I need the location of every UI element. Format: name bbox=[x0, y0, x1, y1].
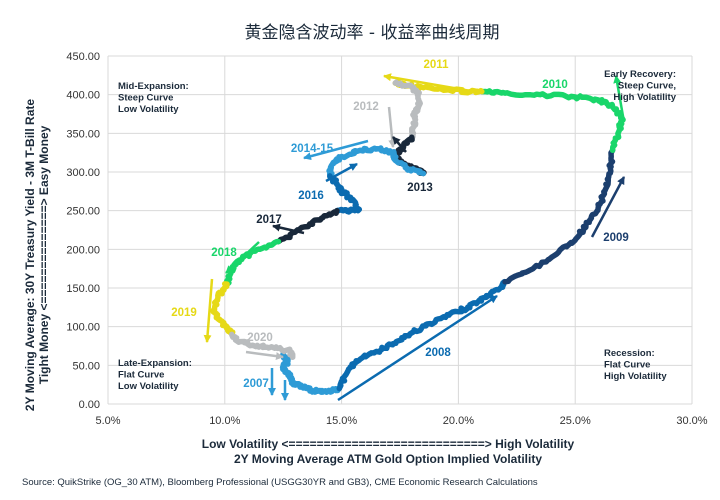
year-label-2014-15: 2014-15 bbox=[291, 143, 334, 155]
x-axis-ticks: 5.0% 10.0% 15.0% 20.0% 25.0% 30.0% bbox=[95, 415, 707, 427]
arrow-2018 bbox=[225, 241, 260, 274]
series-line-2019 bbox=[210, 281, 236, 338]
year-label-2013: 2013 bbox=[407, 182, 433, 194]
y-tick-label: 150.00 bbox=[66, 283, 100, 295]
arrow-2009 bbox=[590, 176, 626, 238]
series-line-2017 bbox=[275, 207, 340, 245]
quadrant-label-top-left: Mid-Expansion: Steep Curve Low Volatility bbox=[118, 81, 189, 115]
quadrant-labels: Mid-Expansion: Steep Curve Low Volatility E… bbox=[118, 69, 677, 392]
year-label-2011: 2011 bbox=[424, 59, 450, 71]
quadrant-label-top-right: Early Recovery: Steep Curve, High Volatili… bbox=[604, 69, 677, 103]
x-axis-title-line1: Low Volatility <========================… bbox=[202, 437, 575, 451]
year-label-2018: 2018 bbox=[211, 247, 237, 259]
y-tick-label: 350.00 bbox=[66, 128, 100, 140]
chart-title: 黄金隐含波动率 - 收益率曲线周期 bbox=[245, 23, 500, 43]
year-label-2010: 2010 bbox=[542, 79, 568, 91]
year-label-2019: 2019 bbox=[171, 307, 197, 319]
year-label-2016: 2016 bbox=[298, 190, 324, 202]
y-tick-label: 400.00 bbox=[66, 90, 100, 102]
arrow-2019 bbox=[203, 278, 214, 343]
arrow-2020 bbox=[245, 350, 284, 361]
y-axis-title-line1: 2Y Moving Average: 30Y Treasury Yield - … bbox=[23, 99, 37, 411]
series-line-2014-15 bbox=[326, 145, 427, 179]
quadrant-label-bottom-left: Late-Expansion: Flat Curve Low Volatility bbox=[118, 358, 192, 392]
year-label-2009: 2009 bbox=[603, 232, 629, 244]
arrow-2008 bbox=[337, 294, 498, 402]
series-line-2009 bbox=[502, 147, 616, 285]
x-tick-label: 10.0% bbox=[209, 415, 240, 427]
y-tick-label: 200.00 bbox=[66, 244, 100, 256]
data-series bbox=[210, 79, 626, 395]
arrow-2013 bbox=[392, 136, 407, 153]
series-line-2007 bbox=[279, 350, 343, 395]
arrow-2016 bbox=[325, 162, 358, 183]
x-tick-label: 5.0% bbox=[95, 415, 120, 427]
y-tick-label: 0.00 bbox=[79, 399, 100, 411]
arrow-2010 bbox=[613, 75, 626, 123]
y-tick-label: 50.00 bbox=[72, 360, 100, 372]
cycle-arrows bbox=[203, 73, 626, 402]
series-line-2008 bbox=[336, 278, 508, 392]
year-label-2012: 2012 bbox=[353, 101, 379, 113]
series-line-2012 bbox=[392, 79, 423, 140]
series-line-2010 bbox=[479, 88, 626, 154]
arrow-2012 bbox=[387, 106, 397, 148]
y-axis-title-line2: Tight Money <==============> Easy Money bbox=[37, 125, 51, 384]
x-tick-label: 25.0% bbox=[560, 415, 591, 427]
y-tick-label: 300.00 bbox=[66, 167, 100, 179]
source-note: Source: QuikStrike (OG_30 ATM), Bloomber… bbox=[22, 477, 538, 488]
series-line-2016 bbox=[327, 173, 363, 215]
arrow-2014-15 bbox=[303, 139, 369, 161]
y-axis-ticks: 0.00 50.00 100.00 150.00 200.00 250.00 300.00 3… bbox=[66, 51, 100, 411]
y-tick-label: 100.00 bbox=[66, 322, 100, 334]
year-labels: 2007 2008 2009 2010 2011 2012 2013 2014-15 2016 2… bbox=[171, 59, 629, 390]
x-tick-label: 30.0% bbox=[676, 415, 707, 427]
grid-lines bbox=[107, 55, 693, 405]
quadrant-label-bottom-right: Recession: Flat Curve High Volatility bbox=[604, 348, 667, 382]
x-tick-label: 20.0% bbox=[443, 415, 474, 427]
year-label-2008: 2008 bbox=[425, 347, 451, 359]
y-tick-label: 450.00 bbox=[66, 51, 100, 63]
year-label-2020: 2020 bbox=[247, 332, 273, 344]
series-line-2020 bbox=[229, 331, 296, 360]
year-label-2007: 2007 bbox=[243, 378, 269, 390]
x-tick-label: 15.0% bbox=[326, 415, 357, 427]
y-tick-label: 250.00 bbox=[66, 206, 100, 218]
year-label-2017: 2017 bbox=[256, 214, 282, 226]
arrow-2017 bbox=[272, 223, 305, 235]
x-axis-title-line2: 2Y Moving Average ATM Gold Option Implie… bbox=[234, 452, 542, 466]
arrow-2011 bbox=[383, 73, 472, 93]
